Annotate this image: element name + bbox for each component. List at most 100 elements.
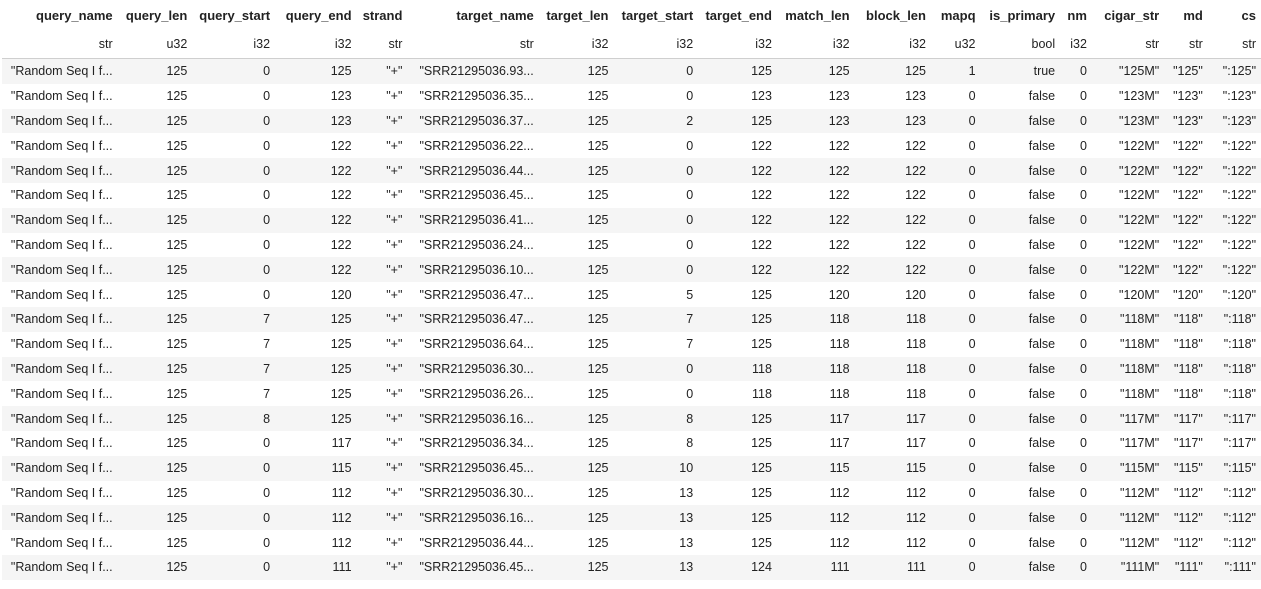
table-cell: 117 — [829, 436, 850, 451]
table-cell: "118" — [1174, 361, 1203, 376]
table-cell: 122 — [330, 138, 352, 153]
table-cell: false — [1028, 485, 1056, 500]
table-cell: 0 — [968, 411, 976, 426]
table-cell: 0 — [1079, 163, 1087, 178]
table-cell: 13 — [679, 560, 694, 575]
table-cell: "115" — [1174, 461, 1203, 476]
table-cell: ":118" — [1223, 337, 1256, 352]
table-cell: 0 — [968, 485, 976, 500]
table-cell: "+" — [386, 436, 403, 451]
table-cell: "+" — [386, 113, 403, 128]
table-cell: "125M" — [1119, 64, 1160, 79]
table-cell: 122 — [330, 237, 352, 252]
table-cell: "118" — [1174, 312, 1203, 327]
table-cell: 125 — [587, 411, 609, 426]
table-cell: 122 — [905, 237, 926, 252]
table-cell: ":118" — [1223, 386, 1256, 401]
column-header-md: md — [1183, 7, 1203, 23]
table-cell: 125 — [751, 485, 772, 500]
table-cell: "+" — [386, 312, 403, 327]
table-row: "Random Seq I f... 125 0 122 "+" "SRR21295036… — [2, 232, 1261, 258]
table-cell: 117 — [331, 436, 352, 451]
table-cell: "Random Seq I f... — [10, 535, 113, 550]
table-cell: "Random Seq I f... — [10, 312, 113, 327]
table-cell: 125 — [587, 237, 609, 252]
table-cell: ":122" — [1222, 138, 1256, 153]
table-cell: "123" — [1173, 113, 1203, 128]
table-cell: 123 — [905, 113, 926, 128]
table-cell: 125 — [587, 262, 609, 277]
table-cell: 125 — [166, 535, 188, 550]
table-cell: "122" — [1173, 237, 1203, 252]
table-cell: 8 — [263, 411, 271, 426]
table-cell: "118M" — [1119, 337, 1160, 352]
table-cell: "Random Seq I f... — [10, 89, 113, 104]
table-cell: 124 — [751, 560, 772, 575]
table-cell: 125 — [166, 510, 188, 525]
table-cell: "Random Seq I f... — [10, 262, 113, 277]
table-cell: ":118" — [1223, 312, 1256, 327]
table-cell: 0 — [686, 89, 694, 104]
table-cell: 122 — [330, 213, 352, 228]
table-cell: "SRR21295036.37... — [419, 113, 534, 128]
column-dtype: u32 — [930, 30, 981, 59]
table-cell: 118 — [906, 361, 926, 376]
table-row: "Random Seq I f... 125 0 122 "+" "SRR21295036… — [2, 207, 1261, 233]
table-cell: ":123" — [1222, 113, 1256, 128]
table-cell: 125 — [751, 535, 772, 550]
table-cell: ":122" — [1222, 262, 1256, 277]
table-row: "Random Seq I f... 125 0 125 "+" "SRR21295036… — [2, 58, 1261, 84]
table-cell: false — [1028, 213, 1056, 228]
table-cell: ":120" — [1222, 287, 1256, 302]
table-cell: 7 — [263, 312, 271, 327]
table-row: "Random Seq I f... 125 0 122 "+" "SRR21295036… — [2, 158, 1261, 183]
table-row: "Random Seq I f... 125 0 117 "+" "SRR21295036… — [2, 430, 1261, 456]
table-cell: "111M" — [1120, 560, 1160, 575]
table-cell: ":118" — [1223, 361, 1256, 376]
table-cell: 0 — [263, 485, 271, 500]
table-cell: 1 — [968, 64, 976, 79]
table-cell: "112M" — [1119, 510, 1160, 525]
table-cell: 125 — [166, 337, 188, 352]
column-dtype: i32 — [776, 30, 855, 59]
table-cell: 112 — [331, 485, 352, 500]
table-cell: 0 — [1079, 510, 1087, 525]
table-cell: "120" — [1173, 287, 1203, 302]
table-cell: 123 — [330, 89, 352, 104]
column-header-target-len: target_len — [546, 7, 609, 23]
table-cell: 125 — [905, 64, 926, 79]
table-cell: "Random Seq I f... — [10, 461, 113, 476]
table-cell: "+" — [386, 64, 403, 79]
column-header-is-primary: is_primary — [989, 7, 1056, 23]
table-cell: "125" — [1173, 64, 1203, 79]
table-cell: false — [1028, 237, 1056, 252]
table-cell: 122 — [905, 163, 926, 178]
table-cell: 125 — [166, 188, 188, 203]
table-cell: 125 — [330, 337, 352, 352]
table-row: "Random Seq I f... 125 7 125 "+" "SRR21295036… — [2, 331, 1261, 357]
table-cell: 0 — [968, 312, 976, 327]
table-cell: 0 — [1079, 213, 1087, 228]
table-row: "Random Seq I f... 125 7 125 "+" "SRR21295036… — [2, 306, 1261, 332]
table-cell: 0 — [263, 163, 271, 178]
table-cell: "122" — [1173, 163, 1203, 178]
table-cell: "Random Seq I f... — [10, 138, 113, 153]
table-cell: 0 — [1079, 262, 1087, 277]
table-cell: ":111" — [1224, 560, 1256, 575]
table-cell: 0 — [263, 237, 271, 252]
table-row: "Random Seq I f... 125 0 123 "+" "SRR21295036… — [2, 108, 1261, 134]
table-cell: 0 — [686, 237, 694, 252]
table-cell: false — [1028, 510, 1056, 525]
table-cell: 0 — [1079, 535, 1087, 550]
table-cell: 125 — [587, 485, 609, 500]
table-cell: "118M" — [1119, 361, 1160, 376]
table-cell: 125 — [330, 386, 352, 401]
table-cell: 0 — [263, 510, 271, 525]
table-cell: 0 — [968, 237, 976, 252]
table-cell: 122 — [828, 262, 850, 277]
table-cell: "+" — [386, 411, 403, 426]
table-cell: "SRR21295036.47... — [419, 312, 534, 327]
table-cell: "+" — [386, 386, 403, 401]
table-cell: 0 — [1079, 386, 1087, 401]
table-row: "Random Seq I f... 125 0 115 "+" "SRR21295036… — [2, 455, 1261, 481]
